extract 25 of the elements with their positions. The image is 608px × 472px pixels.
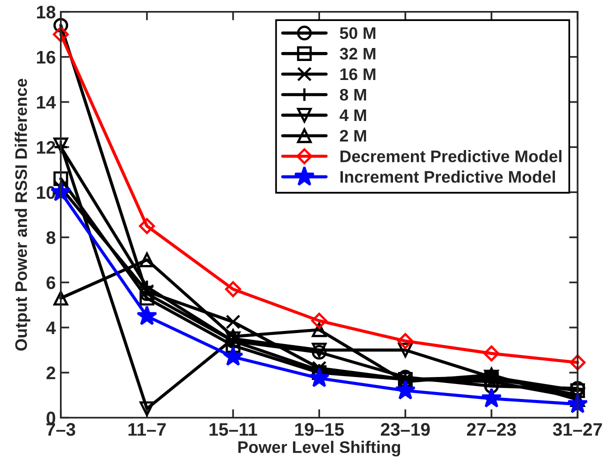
x-tick-label: 27–23 [466,423,516,436]
legend-label: 32 M [340,48,376,60]
y-tick-label: 16 [36,50,56,64]
y-tick-label: 18 [36,6,56,19]
legend-label: 2 M [340,130,366,142]
y-tick-label: 2 [46,366,56,380]
legend-label: 8 M [340,88,366,101]
y-tick-label: 8 [46,231,56,244]
legend-label: 16 M [340,68,376,80]
legend-label: Decrement Predictive Model [340,150,562,162]
x-tick-label: 31–27 [552,423,602,436]
legend-label: 50 M [340,27,376,40]
x-tick-label: 7–3 [46,423,76,436]
y-tick-label: 4 [46,322,56,334]
x-axis-title: Power Level Shifting [238,440,400,456]
legend-label: Increment Predictive Model [340,170,555,183]
y-tick-label: 14 [36,96,56,109]
x-tick-label: 15–11 [210,423,258,436]
x-tick-label: 11–7 [128,423,166,436]
legend-label: 4 M [340,110,366,122]
y-tick-label: 6 [46,276,56,290]
y-tick-label: 12 [36,141,56,154]
y-axis-title: Output Power and RSSI Difference [14,78,30,351]
x-tick-label: 19–15 [295,423,344,436]
x-tick-label: 23–19 [380,423,430,436]
